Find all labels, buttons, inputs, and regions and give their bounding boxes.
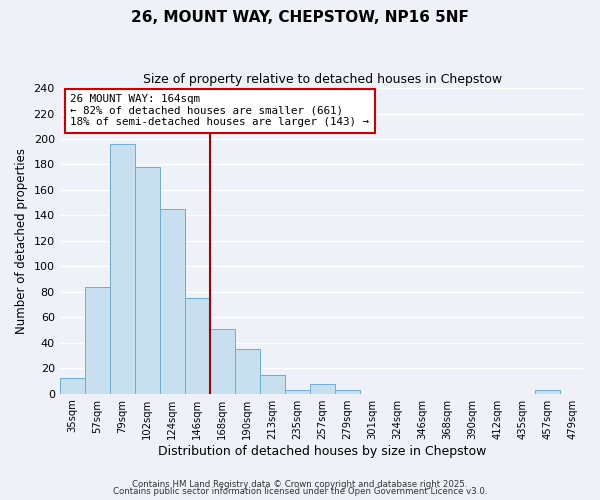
Y-axis label: Number of detached properties: Number of detached properties <box>15 148 28 334</box>
Bar <box>260 374 285 394</box>
Bar <box>335 390 360 394</box>
Bar <box>110 144 135 394</box>
X-axis label: Distribution of detached houses by size in Chepstow: Distribution of detached houses by size … <box>158 444 487 458</box>
Bar <box>285 390 310 394</box>
Bar <box>535 390 560 394</box>
Bar <box>85 286 110 394</box>
Bar <box>160 209 185 394</box>
Bar <box>235 349 260 394</box>
Bar <box>59 378 85 394</box>
Bar <box>185 298 210 394</box>
Text: Contains public sector information licensed under the Open Government Licence v3: Contains public sector information licen… <box>113 487 487 496</box>
Bar <box>310 384 335 394</box>
Bar <box>210 329 235 394</box>
Text: 26 MOUNT WAY: 164sqm
← 82% of detached houses are smaller (661)
18% of semi-deta: 26 MOUNT WAY: 164sqm ← 82% of detached h… <box>70 94 369 128</box>
Text: Contains HM Land Registry data © Crown copyright and database right 2025.: Contains HM Land Registry data © Crown c… <box>132 480 468 489</box>
Bar <box>135 167 160 394</box>
Text: 26, MOUNT WAY, CHEPSTOW, NP16 5NF: 26, MOUNT WAY, CHEPSTOW, NP16 5NF <box>131 10 469 25</box>
Title: Size of property relative to detached houses in Chepstow: Size of property relative to detached ho… <box>143 72 502 86</box>
